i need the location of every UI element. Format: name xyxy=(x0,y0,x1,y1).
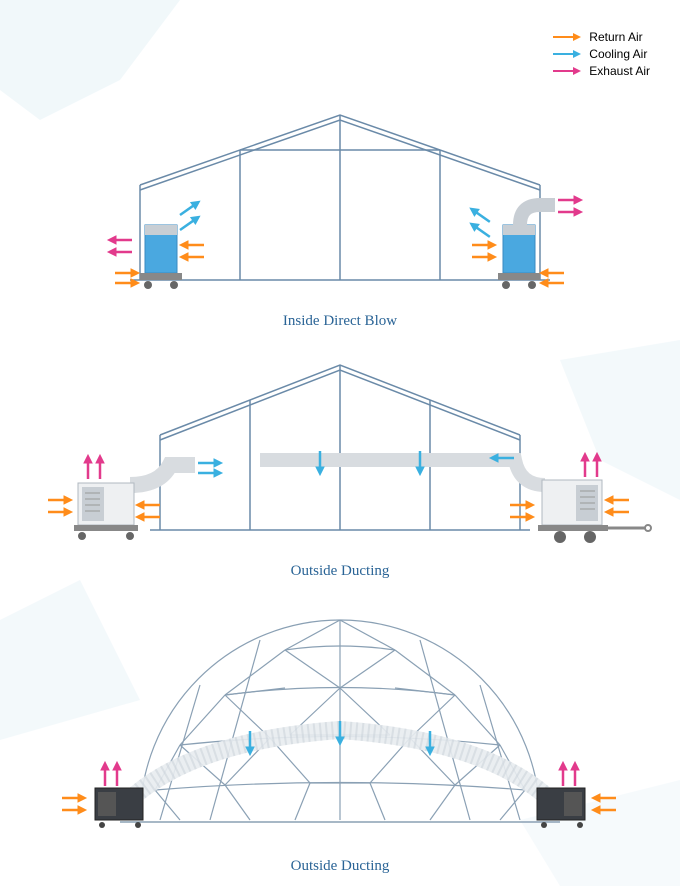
tent-outside-diagram xyxy=(0,345,680,555)
legend-arrow-exhaust xyxy=(551,65,581,77)
panel-outside-ducting-tent: Outside Ducting xyxy=(0,345,680,580)
ac-unit-left-outdoor xyxy=(74,483,138,540)
legend: Return Air Cooling Air Exhaust Air xyxy=(551,30,650,81)
legend-label: Return Air xyxy=(589,30,642,44)
ac-unit-right-trailer xyxy=(538,480,651,543)
dome-diagram xyxy=(0,600,680,850)
caption-tent-out: Outside Ducting xyxy=(0,563,680,580)
panel-dome-outside: Outside Ducting xyxy=(0,600,680,875)
panel-inside-direct-blow: Inside Direct Blow xyxy=(0,95,680,330)
legend-label: Exhaust Air xyxy=(589,64,650,78)
legend-arrow-return xyxy=(551,31,581,43)
caption-dome: Outside Ducting xyxy=(0,858,680,875)
legend-row-exhaust: Exhaust Air xyxy=(551,64,650,78)
legend-row-return: Return Air xyxy=(551,30,650,44)
ac-unit-left xyxy=(140,225,182,289)
tent-inside-diagram xyxy=(0,95,680,305)
legend-label: Cooling Air xyxy=(589,47,647,61)
legend-arrow-cooling xyxy=(551,48,581,60)
caption-inside: Inside Direct Blow xyxy=(0,313,680,330)
legend-row-cooling: Cooling Air xyxy=(551,47,650,61)
